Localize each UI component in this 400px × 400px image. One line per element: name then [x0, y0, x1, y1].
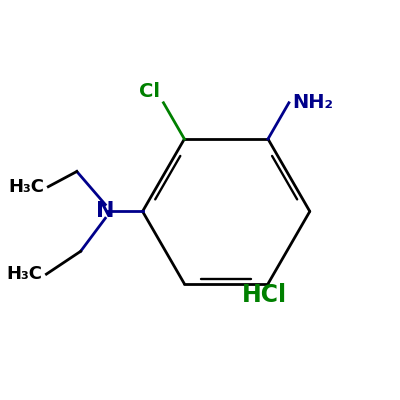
Text: Cl: Cl — [139, 82, 160, 101]
Text: HCl: HCl — [242, 283, 287, 307]
Text: N: N — [96, 202, 114, 222]
Text: NH₂: NH₂ — [293, 93, 334, 112]
Text: H₃C: H₃C — [8, 178, 44, 196]
Text: H₃C: H₃C — [7, 265, 43, 283]
